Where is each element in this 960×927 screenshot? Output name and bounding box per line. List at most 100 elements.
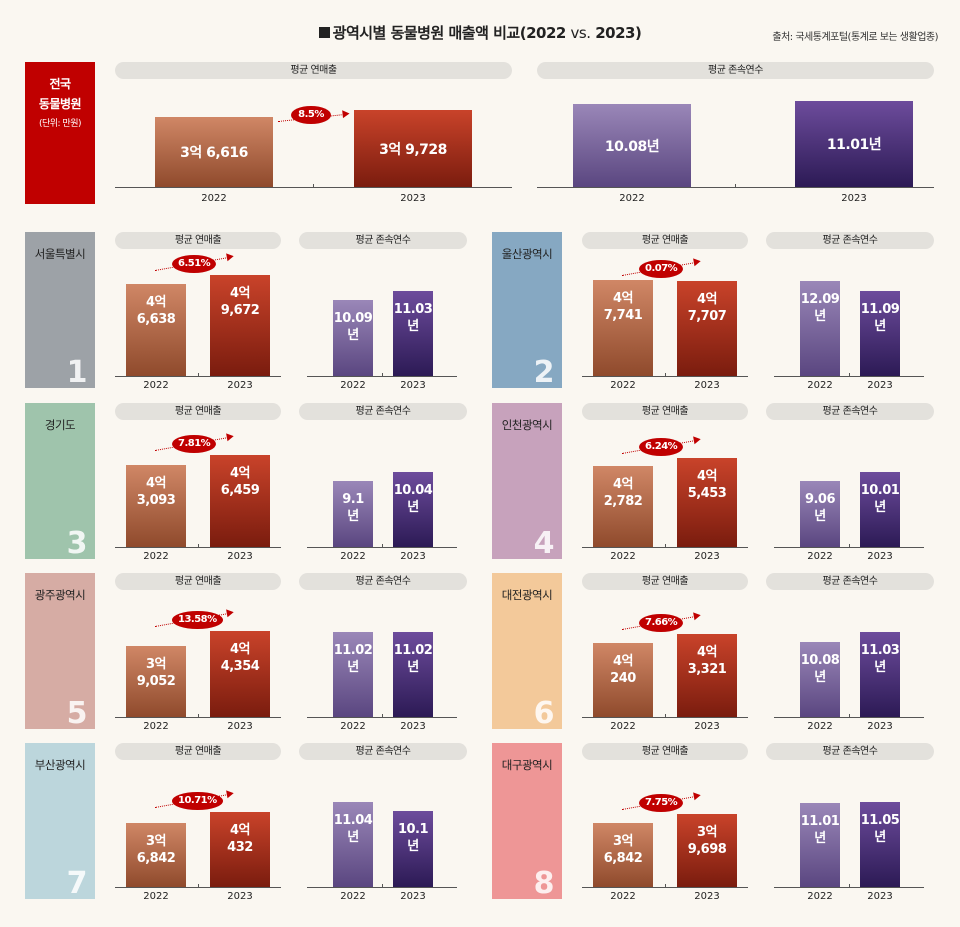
growth-badge: 7.66%: [639, 614, 684, 633]
years-x-2023: 2023: [400, 551, 426, 562]
revenue-header: 평균 연매출: [115, 743, 281, 760]
region-label-box: 대전광역시 6: [492, 573, 562, 729]
years-2022-bar: 11.02 년: [333, 632, 373, 717]
revenue-x-2022: 2022: [610, 721, 636, 732]
revenue-2023-bar: 4억 432: [210, 812, 270, 887]
region-number: 6: [533, 696, 555, 731]
region-number: 2: [533, 355, 555, 390]
revenue-x-2023: 2023: [694, 721, 720, 732]
national-revenue-x-2023: 2023: [400, 193, 426, 204]
years-x-2023: 2023: [867, 380, 893, 391]
years-2023-bar: 11.03 년: [393, 291, 433, 376]
revenue-header: 평균 연매출: [582, 403, 748, 420]
years-header: 평균 존속연수: [766, 573, 934, 590]
national-revenue-header: 평균 연매출: [115, 62, 512, 79]
national-name-2: 동물병원: [38, 97, 82, 111]
years-x-2022: 2022: [340, 891, 366, 902]
revenue-2022-bar: 4억 6,638: [126, 283, 186, 376]
years-2023-bar: 11.02 년: [393, 632, 433, 717]
square-bullet-icon: [318, 27, 330, 38]
revenue-x-2022: 2022: [610, 380, 636, 391]
revenue-x-2022: 2022: [143, 721, 169, 732]
years-x-2022: 2022: [807, 380, 833, 391]
region-label-box: 대구광역시 8: [492, 743, 562, 899]
region-name: 서울특별시: [34, 247, 86, 261]
revenue-axis-tick: [198, 714, 199, 718]
region-number: 4: [533, 526, 555, 561]
revenue-axis-tick: [665, 884, 666, 888]
years-axis-tick: [849, 884, 850, 888]
years-2022-bar: 11.01 년: [800, 802, 840, 887]
growth-badge: 6.51%: [172, 254, 217, 273]
years-x-2022: 2022: [340, 551, 366, 562]
years-x-2022: 2022: [340, 721, 366, 732]
years-axis-tick: [849, 373, 850, 377]
revenue-x-2022: 2022: [143, 891, 169, 902]
years-header: 평균 존속연수: [299, 573, 467, 590]
region-label-box: 광주광역시 5: [25, 573, 95, 729]
source-note: 출처: 국세통계포털(통계로 보는 생활업종): [772, 32, 938, 43]
region-name: 광주광역시: [34, 588, 86, 602]
region-number: 7: [66, 866, 88, 901]
national-years-2023-bar: 11.01년: [795, 101, 913, 187]
region-label-box: 인천광역시 4: [492, 403, 562, 559]
revenue-2022-bar: 3억 6,842: [126, 822, 186, 887]
years-2023-bar: 10.1 년: [393, 811, 433, 887]
region-label-box: 부산광역시 7: [25, 743, 95, 899]
years-axis-tick: [382, 884, 383, 888]
years-2023-bar: 11.09 년: [860, 290, 900, 376]
revenue-2022-bar: 3억 9,052: [126, 646, 186, 717]
national-label-box: 전국 동물병원 (단위: 만원): [25, 62, 95, 204]
revenue-2023-bar: 4억 5,453: [677, 457, 737, 547]
years-x-2023: 2023: [867, 891, 893, 902]
national-revenue-2023-bar: 3억 9,728: [354, 110, 472, 187]
revenue-header: 평균 연매출: [115, 232, 281, 249]
revenue-x-2023: 2023: [694, 380, 720, 391]
revenue-x-2023: 2023: [227, 721, 253, 732]
years-axis-tick: [849, 714, 850, 718]
years-2022-bar: 11.04 년: [333, 802, 373, 887]
region-name: 대구광역시: [501, 758, 553, 772]
years-x-2023: 2023: [867, 551, 893, 562]
region-label-box: 경기도 3: [25, 403, 95, 559]
growth-badge: 7.75%: [639, 794, 684, 813]
region-number: 8: [533, 866, 555, 901]
region-name: 부산광역시: [34, 758, 86, 772]
national-name-1: 전국: [49, 77, 71, 91]
years-2022-bar: 12.09 년: [800, 281, 840, 376]
national-years-2022-bar: 10.08년: [573, 104, 691, 187]
revenue-axis-tick: [198, 544, 199, 548]
revenue-header: 평균 연매출: [582, 743, 748, 760]
years-x-2022: 2022: [807, 721, 833, 732]
years-axis-tick: [382, 714, 383, 718]
national-years-header: 평균 존속연수: [537, 62, 934, 79]
revenue-axis-tick: [198, 884, 199, 888]
revenue-x-2023: 2023: [227, 551, 253, 562]
years-x-2022: 2022: [807, 891, 833, 902]
years-2022-bar: 9.1 년: [333, 481, 373, 547]
growth-badge: 10.71%: [172, 792, 223, 811]
revenue-header: 평균 연매출: [115, 573, 281, 590]
growth-badge: 13.58%: [172, 611, 223, 630]
revenue-axis-tick: [665, 544, 666, 548]
years-header: 평균 존속연수: [299, 232, 467, 249]
national-unit: (단위: 만원): [38, 119, 82, 129]
years-header: 평균 존속연수: [766, 743, 934, 760]
revenue-x-2022: 2022: [143, 380, 169, 391]
revenue-2022-bar: 4억 7,741: [593, 280, 653, 376]
years-x-2022: 2022: [340, 380, 366, 391]
revenue-x-2023: 2023: [694, 551, 720, 562]
revenue-2023-bar: 3억 9,698: [677, 814, 737, 887]
region-number: 5: [66, 696, 88, 731]
region-label-box: 서울특별시 1: [25, 232, 95, 388]
years-axis-tick: [382, 373, 383, 377]
growth-badge: 0.07%: [639, 260, 684, 279]
revenue-2023-bar: 4억 3,321: [677, 634, 737, 717]
region-label-box: 울산광역시 2: [492, 232, 562, 388]
national-revenue-2022-bar: 3억 6,616: [155, 117, 273, 187]
years-2022-bar: 9.06 년: [800, 481, 840, 547]
revenue-2022-bar: 3억 6,842: [593, 822, 653, 887]
region-name: 인천광역시: [501, 418, 553, 432]
revenue-2023-bar: 4억 6,459: [210, 455, 270, 547]
revenue-header: 평균 연매출: [582, 573, 748, 590]
